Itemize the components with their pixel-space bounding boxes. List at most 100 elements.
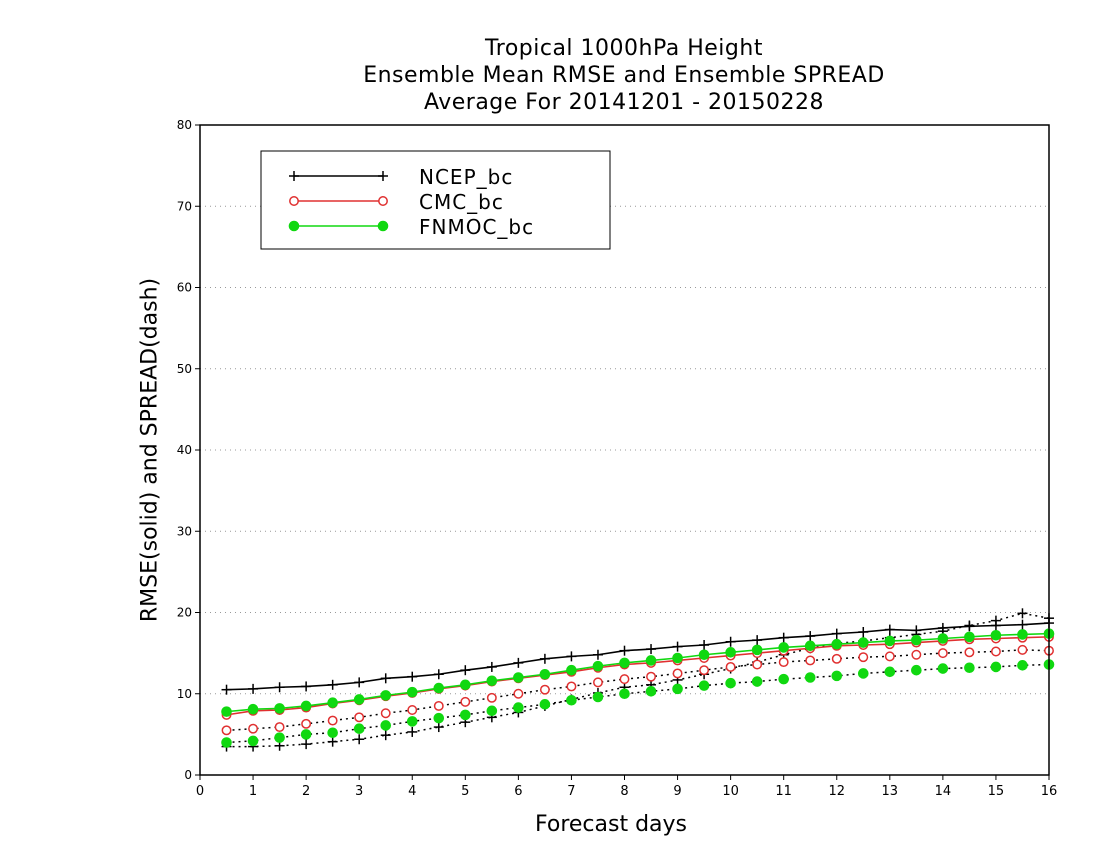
series-layer [221, 608, 1055, 752]
legend-marker-cmc-bc [378, 196, 388, 206]
x-tick-label-5: 5 [461, 784, 469, 799]
spread-point-fnmoc-bc [380, 720, 392, 731]
spread-line-cmc-bc [226, 649, 1050, 732]
rmse-point-ncep-bc [778, 632, 789, 643]
spread-point-cmc-bc [460, 696, 471, 707]
spread-point-fnmoc-bc [884, 666, 896, 678]
series-fnmoc-bc [221, 628, 1055, 748]
y-tick-label-60: 60 [177, 281, 192, 295]
spread-point-cmc-bc [778, 657, 789, 668]
spread-point-fnmoc-bc [937, 663, 949, 674]
spread-point-ncep-bc [433, 722, 444, 733]
spread-point-ncep-bc [1017, 608, 1028, 619]
rmse-point-fnmoc-bc [353, 694, 365, 705]
rmse-point-ncep-bc [566, 651, 577, 662]
spread-point-cmc-bc [593, 677, 603, 688]
rmse-line-cmc-bc [226, 636, 1050, 716]
rmse-point-fnmoc-bc [247, 703, 259, 715]
rmse-point-ncep-bc [221, 684, 232, 695]
spread-point-ncep-bc [301, 739, 312, 750]
spread-point-fnmoc-bc [831, 670, 843, 682]
spread-point-fnmoc-bc [460, 709, 471, 721]
spread-point-cmc-bc [354, 712, 365, 723]
spread-point-cmc-bc [486, 692, 497, 703]
chart-title-line-1: Tropical 1000hPa Height [485, 36, 763, 61]
spread-point-fnmoc-bc [592, 691, 604, 703]
x-axis-title: Forecast days [535, 812, 688, 837]
rmse-point-fnmoc-bc [937, 633, 949, 644]
rmse-point-ncep-bc [1017, 619, 1028, 630]
spread-point-cmc-bc [725, 661, 736, 672]
spread-point-fnmoc-bc [672, 683, 683, 695]
spread-point-cmc-bc [884, 651, 895, 662]
rmse-point-ncep-bc [327, 679, 338, 690]
x-tick-label-2: 2 [302, 784, 310, 799]
rmse-point-fnmoc-bc [698, 649, 710, 661]
x-tick-label-15: 15 [988, 784, 1005, 799]
rmse-point-fnmoc-bc [592, 660, 604, 672]
rmse-point-ncep-bc [831, 628, 842, 639]
rmse-point-ncep-bc [937, 622, 948, 633]
spread-point-cmc-bc [990, 646, 1001, 657]
rmse-point-fnmoc-bc [274, 703, 285, 714]
rmse-point-ncep-bc [592, 649, 603, 660]
rmse-point-ncep-bc [486, 661, 497, 672]
spread-point-cmc-bc [433, 700, 444, 711]
spread-point-cmc-bc [752, 659, 763, 670]
rmse-point-fnmoc-bc [460, 679, 471, 691]
spread-point-ncep-bc [380, 730, 391, 741]
spread-point-fnmoc-bc [433, 712, 445, 724]
rmse-point-ncep-bc [407, 671, 418, 682]
spread-line-fnmoc-bc [226, 663, 1050, 744]
rmse-point-fnmoc-bc [884, 635, 896, 647]
rmse-point-fnmoc-bc [672, 652, 683, 664]
chart-title-line-2: Ensemble Mean RMSE and Ensemble SPREAD [363, 63, 885, 88]
spread-point-cmc-bc [221, 725, 232, 736]
legend-marker-fnmoc-bc [377, 220, 389, 232]
spread-point-ncep-bc [407, 726, 418, 737]
x-tick-label-12: 12 [828, 784, 845, 799]
rmse-point-ncep-bc [380, 673, 391, 684]
rmse-point-fnmoc-bc [804, 640, 816, 652]
spread-point-cmc-bc [513, 688, 524, 699]
x-tick-label-1: 1 [249, 784, 257, 799]
spread-point-fnmoc-bc [486, 705, 498, 717]
rmse-point-ncep-bc [884, 624, 895, 635]
spread-point-fnmoc-bc [513, 702, 524, 713]
legend-label-fnmoc-bc: FNMOC_bc [419, 215, 534, 239]
spread-point-cmc-bc [805, 655, 816, 666]
spread-point-cmc-bc [301, 718, 312, 729]
spread-point-cmc-bc [248, 723, 259, 734]
spread-point-fnmoc-bc [566, 694, 577, 706]
spread-point-fnmoc-bc [1017, 660, 1028, 671]
spread-point-cmc-bc [407, 705, 418, 715]
x-tick-label-9: 9 [673, 784, 681, 799]
x-tick-label-3: 3 [355, 784, 363, 799]
x-tick-label-4: 4 [408, 784, 416, 799]
spread-point-fnmoc-bc [990, 661, 1002, 673]
rmse-point-ncep-bc [964, 621, 975, 632]
rmse-point-fnmoc-bc [300, 700, 312, 712]
x-tick-label-13: 13 [882, 784, 899, 799]
spread-point-cmc-bc [327, 715, 338, 726]
y-tick-label-30: 30 [177, 524, 192, 538]
rmse-point-fnmoc-bc [619, 657, 630, 669]
x-tick-label-14: 14 [935, 784, 952, 799]
spread-point-fnmoc-bc [274, 732, 285, 743]
spread-point-cmc-bc [831, 653, 842, 664]
spread-point-fnmoc-bc [778, 673, 789, 685]
x-tick-label-6: 6 [514, 784, 522, 799]
spread-point-fnmoc-bc [645, 686, 657, 697]
x-tick-label-10: 10 [722, 784, 739, 799]
spread-line-ncep-bc [226, 612, 1050, 748]
legend-marker-ncep-bc [289, 171, 299, 181]
rmse-point-fnmoc-bc [911, 634, 922, 646]
spread-point-cmc-bc [380, 708, 391, 719]
y-tick-label-50: 50 [177, 362, 192, 376]
x-tick-label-16: 16 [1041, 784, 1058, 799]
rmse-point-fnmoc-bc [778, 642, 789, 653]
rmse-point-fnmoc-bc [513, 672, 524, 683]
rmse-point-ncep-bc [990, 620, 1001, 631]
